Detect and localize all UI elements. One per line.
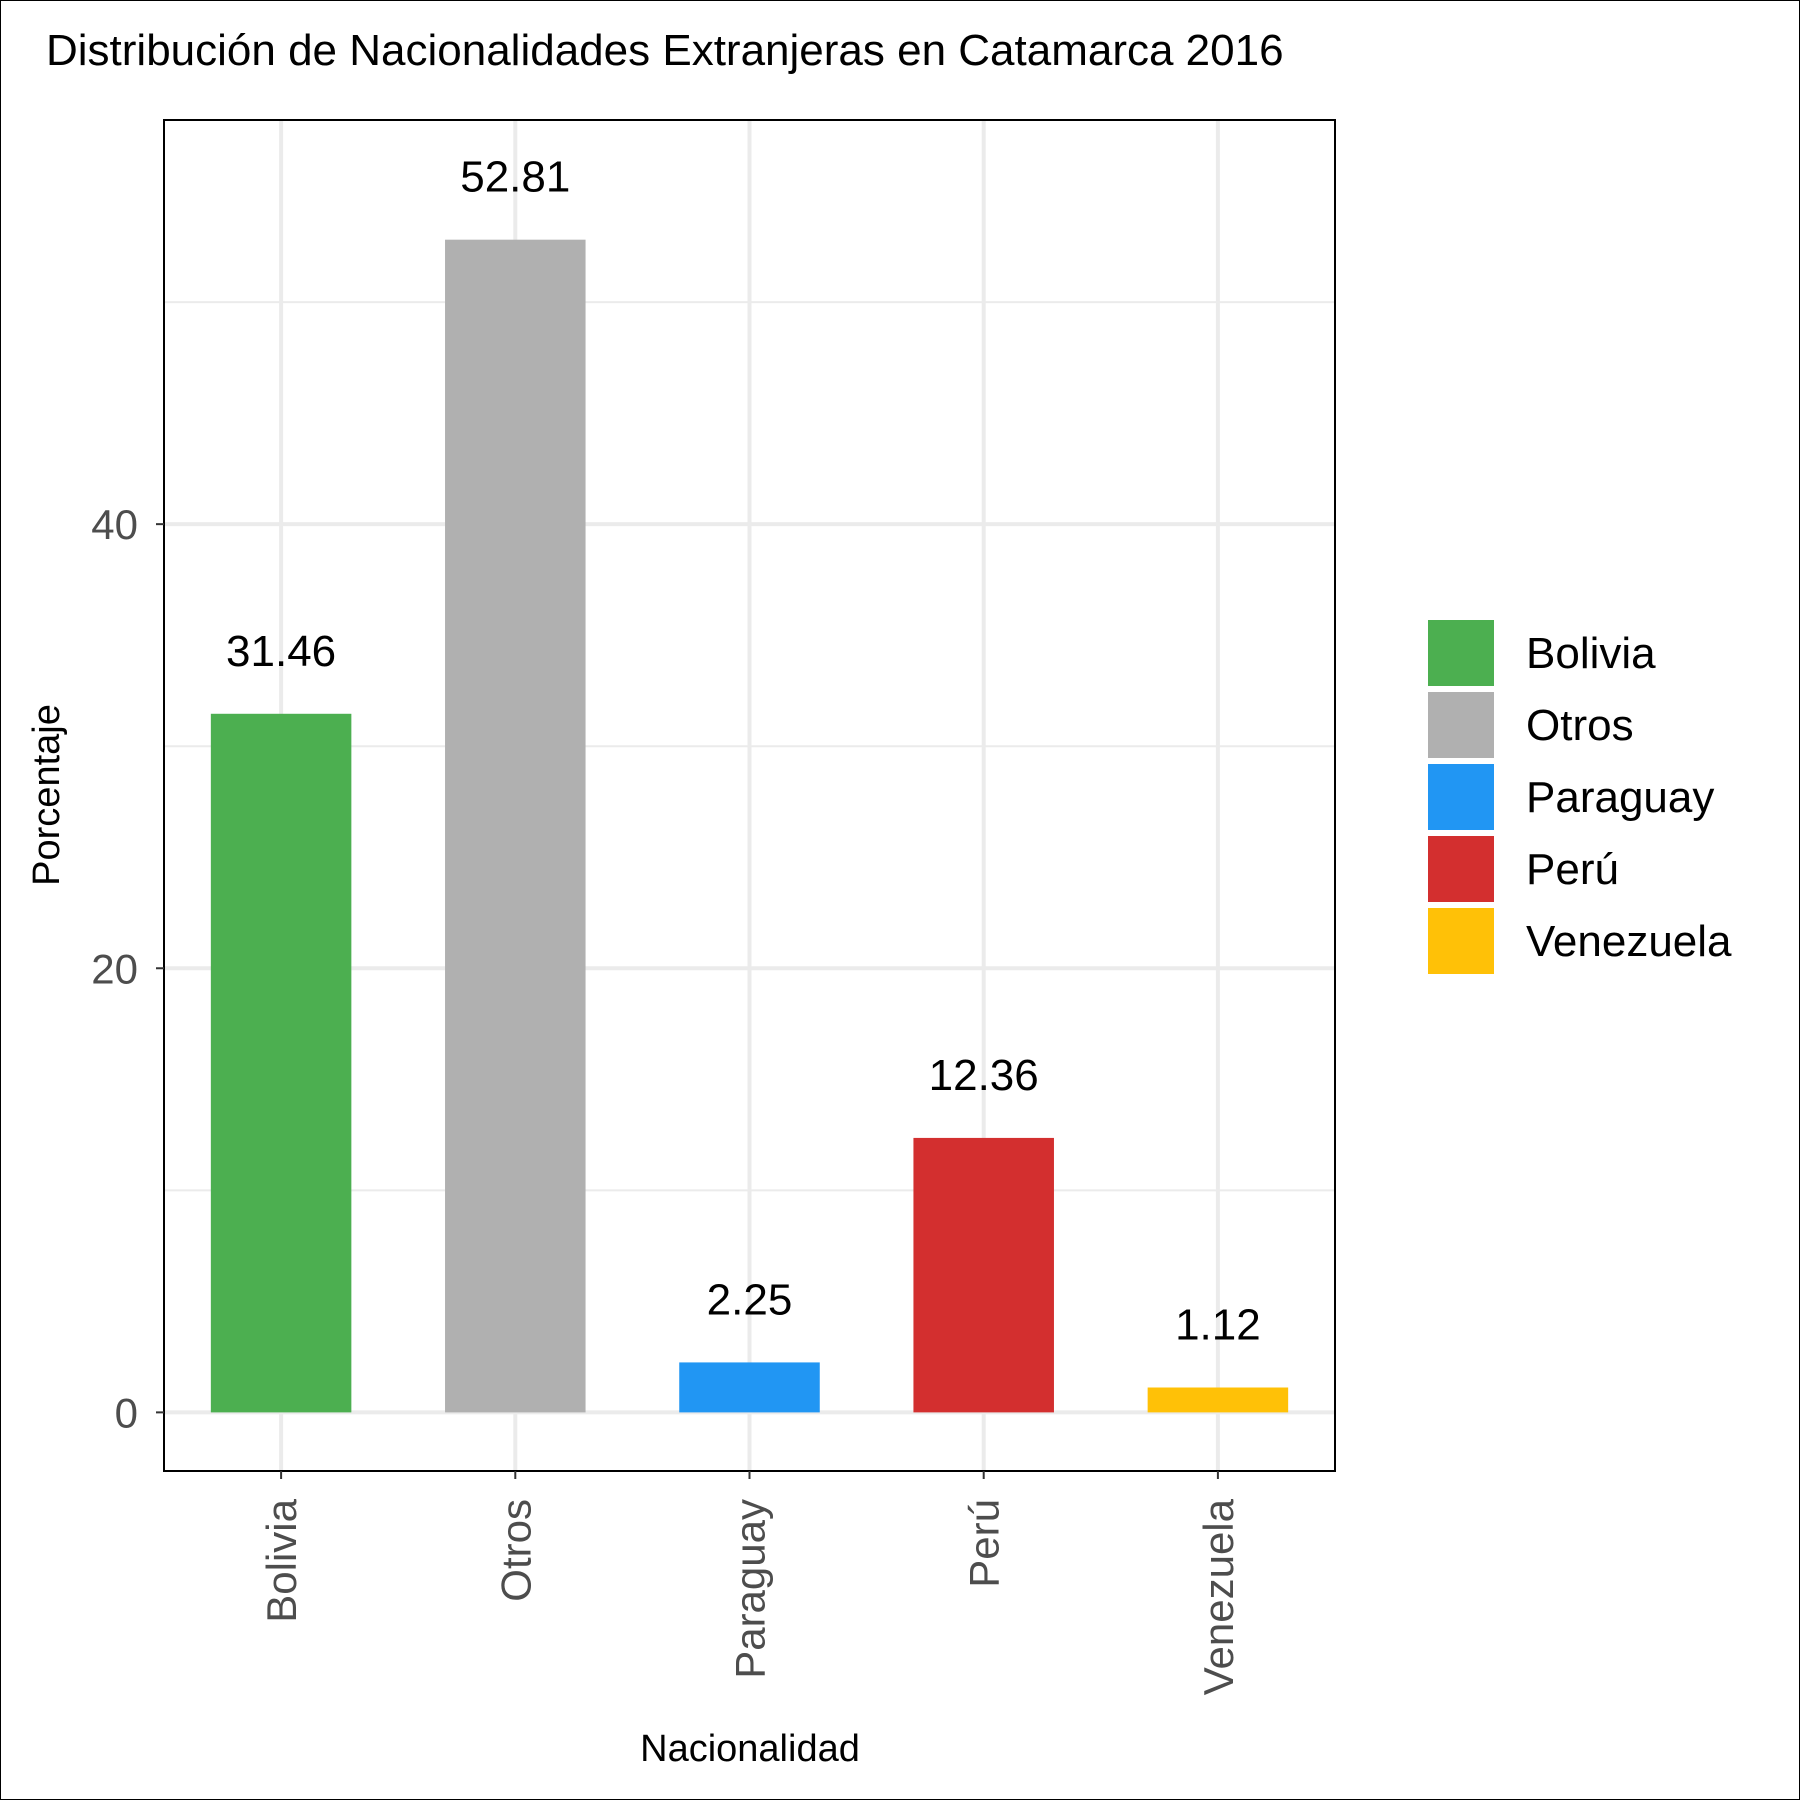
y-tick-label: 20 [91,945,138,992]
legend-swatch-3 [1428,836,1494,902]
y-tick-label: 0 [115,1389,138,1436]
legend-swatch-0 [1428,620,1494,686]
x-axis-ticks: Bolivia Otros Paraguay Perú Venezuela [258,1471,1242,1695]
x-tick-label: Bolivia [258,1498,305,1622]
legend-label-2: Paraguay [1526,773,1714,822]
bar-0 [210,713,352,1413]
data-labels: 31.46 52.81 2.25 12.36 1.12 [226,153,1261,1350]
legend-swatch-2 [1428,764,1494,830]
data-label-2: 2.25 [707,1275,793,1324]
bar-2 [679,1362,820,1413]
y-axis-title: Porcentaje [26,704,68,886]
legend-label-1: Otros [1526,701,1634,750]
data-label-1: 52.81 [460,153,570,202]
bars [210,239,1289,1413]
x-axis-title: Nacionalidad [640,1728,860,1770]
bar-4 [1147,1387,1289,1413]
data-label-0: 31.46 [226,627,336,676]
x-tick-label: Venezuela [1195,1498,1242,1695]
legend-swatch-1 [1428,692,1494,758]
legend: Bolivia Otros Paraguay Perú Venezuela [1428,620,1732,974]
chart-title: Distribución de Nacionalidades Extranjer… [46,26,1284,75]
y-tick-label: 40 [91,501,138,548]
y-axis-ticks: 0 20 40 [91,501,164,1436]
data-label-3: 12.36 [929,1051,1039,1100]
legend-label-3: Perú [1526,845,1619,894]
legend-label-0: Bolivia [1526,629,1656,678]
bar-3 [913,1137,1054,1413]
data-label-4: 1.12 [1175,1301,1261,1350]
x-tick-label: Otros [492,1499,539,1602]
legend-swatch-4 [1428,908,1494,974]
x-tick-label: Paraguay [727,1499,774,1679]
x-tick-label: Perú [961,1499,1008,1588]
bar-1 [445,239,586,1413]
legend-label-4: Venezuela [1526,917,1732,966]
